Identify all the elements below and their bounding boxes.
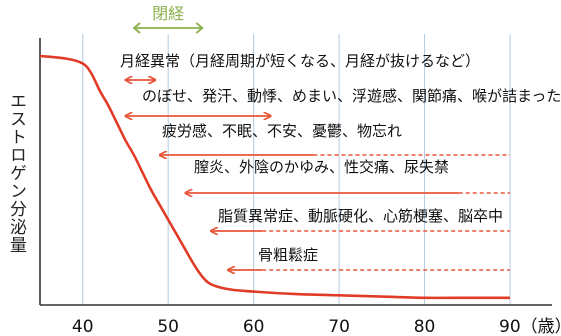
grid-layer <box>82 34 511 304</box>
menopause-bracket: 閉経 <box>132 4 204 34</box>
symptom-label-4: 膣炎、外陰のかゆみ、性交痛、尿失禁 <box>194 158 449 176</box>
symptom-label-6: 骨粗鬆症 <box>258 246 318 264</box>
x-tick-label-90: 90（歳） <box>499 317 561 336</box>
symptom-label-1: 月経異常（月経周期が短くなる、月経が抜けるなど） <box>120 52 480 70</box>
menopause-label: 閉経 <box>152 4 184 23</box>
menopause-bracket-right-head <box>195 22 204 34</box>
menopause-bracket-left-head <box>132 22 141 34</box>
x-tick-labels: 40 50 60 70 80 90（歳） <box>72 317 561 336</box>
y-axis-label: エストロゲン分泌量 <box>6 92 26 254</box>
x-tick-label-60: 60 <box>243 317 265 336</box>
x-tick-label-80: 80 <box>414 317 436 336</box>
curve-layer <box>39 54 510 300</box>
annotation-layer: 月経異常（月経周期が短くなる、月経が抜けるなど） のぼせ、発汗、動悸、めまい、浮遊… <box>120 52 561 270</box>
axis-layer <box>39 38 552 306</box>
x-tick-label-40: 40 <box>72 317 94 336</box>
estrogen-curve <box>39 54 510 300</box>
symptom-label-5: 脂質異常症、動脈硬化、心筋梗塞、脳卒中 <box>218 207 503 225</box>
symptom-label-2: のぼせ、発汗、動悸、めまい、浮遊感、関節痛、喉が詰まった感じ <box>142 87 561 105</box>
symptom-label-3: 疲労感、不眠、不安、憂鬱、物忘れ <box>162 122 402 140</box>
x-tick-label-50: 50 <box>157 317 179 336</box>
x-tick-label-70: 70 <box>328 317 350 336</box>
